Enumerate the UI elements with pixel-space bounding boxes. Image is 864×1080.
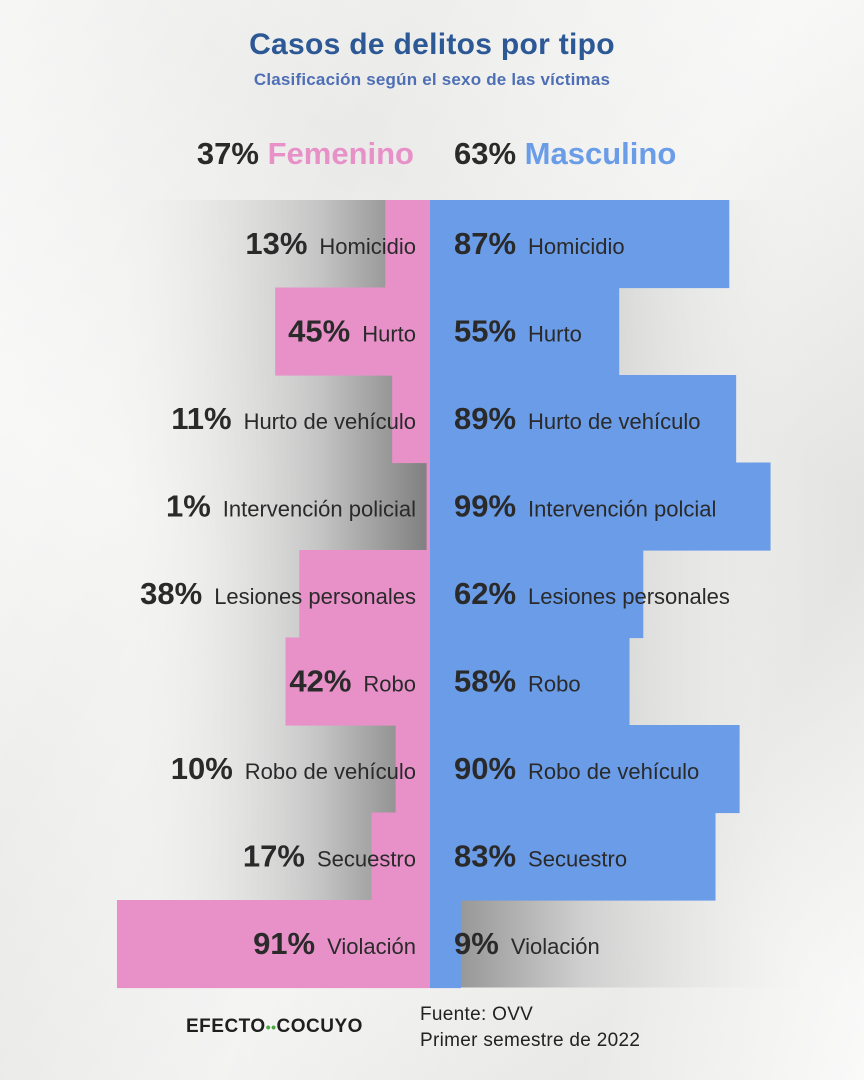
source-text: Fuente: OVV bbox=[420, 1004, 534, 1025]
label-female-lesiones-personales: 38% Lesiones personales bbox=[140, 576, 416, 611]
male-header: 63% Masculino bbox=[454, 136, 676, 172]
label-male-robo-de-vehiculo: 90% Robo de vehículo bbox=[454, 751, 699, 786]
category-male-intervencion-policial: Intervención polcial bbox=[528, 496, 716, 521]
category-female-robo-de-vehiculo: Robo de vehículo bbox=[245, 759, 416, 784]
label-male-violacion: 9% Violación bbox=[454, 926, 600, 961]
bar-male-intervencion-policial bbox=[430, 462, 771, 551]
value-male-violacion: 9% bbox=[454, 926, 499, 961]
bar-male-violacion bbox=[430, 900, 461, 989]
bar-female-lesiones-personales bbox=[299, 550, 430, 639]
bar-female-robo-de-vehiculo bbox=[395, 725, 430, 814]
value-male-homicidio: 87% bbox=[454, 226, 516, 261]
category-male-robo-de-vehiculo: Robo de vehículo bbox=[528, 759, 699, 784]
value-male-intervencion-policial: 99% bbox=[454, 488, 516, 523]
value-male-robo-de-vehiculo: 90% bbox=[454, 751, 516, 786]
logo-text-cocuyo: COCUYO bbox=[276, 1016, 363, 1037]
value-female-robo-de-vehiculo: 10% bbox=[171, 751, 233, 786]
value-female-hurto: 45% bbox=[288, 313, 350, 348]
bar-female-homicidio bbox=[385, 200, 430, 289]
period-text: Primer semestre de 2022 bbox=[420, 1030, 641, 1051]
bar-male-homicidio bbox=[430, 200, 730, 289]
category-male-violacion: Violación bbox=[511, 934, 600, 959]
category-female-secuestro: Secuestro bbox=[317, 846, 416, 871]
label-female-secuestro: 17% Secuestro bbox=[243, 838, 416, 873]
category-female-intervencion-policial: Intervención policial bbox=[223, 496, 416, 521]
logo-dots: •• bbox=[265, 1019, 277, 1035]
label-male-robo: 58% Robo bbox=[454, 663, 581, 698]
label-male-homicidio: 87% Homicidio bbox=[454, 226, 625, 261]
label-female-homicidio: 13% Homicidio bbox=[245, 226, 416, 261]
logo-text-efecto: EFECTO bbox=[186, 1016, 266, 1037]
category-female-violacion: Violación bbox=[327, 934, 416, 959]
bar-male-hurto-de-vehiculo bbox=[430, 375, 737, 464]
label-female-violacion: 91% Violación bbox=[253, 926, 416, 961]
male-total-percent: 63% bbox=[454, 136, 517, 171]
bar-male-secuestro bbox=[430, 812, 716, 901]
value-female-violacion: 91% bbox=[253, 926, 315, 961]
label-male-intervencion-policial: 99% Intervención polcial bbox=[454, 488, 716, 523]
source-note: Fuente: OVV Primer semestre de 2022 bbox=[420, 1002, 640, 1054]
label-male-secuestro: 83% Secuestro bbox=[454, 838, 627, 873]
bar-male-lesiones-personales bbox=[430, 550, 644, 639]
category-male-hurto-de-vehiculo: Hurto de vehículo bbox=[528, 409, 700, 434]
chart-subtitle: Clasificación según el sexo de las vícti… bbox=[253, 70, 611, 89]
male-legend-label: Masculino bbox=[524, 136, 677, 171]
label-female-robo: 42% Robo bbox=[289, 663, 416, 698]
category-female-hurto-de-vehiculo: Hurto de vehículo bbox=[244, 409, 416, 434]
bar-female-intervencion-policial bbox=[426, 462, 430, 551]
label-female-hurto: 45% Hurto bbox=[288, 313, 416, 348]
bar-female-robo bbox=[285, 637, 430, 726]
efecto-cocuyo-logo: EFECTO••COCUYO bbox=[186, 1016, 363, 1038]
value-female-robo: 42% bbox=[289, 663, 351, 698]
bar-female-hurto bbox=[275, 287, 430, 376]
bar-female-violacion bbox=[116, 900, 431, 989]
category-female-lesiones-personales: Lesiones personales bbox=[214, 584, 416, 609]
category-female-hurto: Hurto bbox=[362, 321, 416, 346]
label-female-robo-de-vehiculo: 10% Robo de vehículo bbox=[171, 751, 416, 786]
value-female-intervencion-policial: 1% bbox=[166, 488, 211, 523]
label-female-hurto-de-vehiculo: 11% Hurto de vehículo bbox=[171, 401, 416, 436]
category-female-robo: Robo bbox=[363, 671, 416, 696]
bar-female-hurto-de-vehiculo bbox=[392, 375, 430, 464]
category-male-secuestro: Secuestro bbox=[528, 846, 627, 871]
category-male-homicidio: Homicidio bbox=[528, 234, 625, 259]
value-male-lesiones-personales: 62% bbox=[454, 576, 516, 611]
bar-male-hurto bbox=[430, 287, 620, 376]
bar-male-robo-de-vehiculo bbox=[430, 725, 740, 814]
value-female-secuestro: 17% bbox=[243, 838, 305, 873]
label-male-hurto-de-vehiculo: 89% Hurto de vehículo bbox=[454, 401, 700, 436]
category-male-hurto: Hurto bbox=[528, 321, 582, 346]
category-female-homicidio: Homicidio bbox=[319, 234, 416, 259]
bar-female-secuestro bbox=[371, 812, 430, 901]
female-total-percent: 37% bbox=[196, 136, 259, 171]
female-legend-label: Femenino bbox=[267, 136, 414, 171]
value-female-lesiones-personales: 38% bbox=[140, 576, 202, 611]
bar-male-robo bbox=[430, 637, 630, 726]
label-male-lesiones-personales: 62% Lesiones personales bbox=[454, 576, 730, 611]
label-male-hurto: 55% Hurto bbox=[454, 313, 582, 348]
value-male-robo: 58% bbox=[454, 663, 516, 698]
value-female-hurto-de-vehiculo: 11% bbox=[171, 401, 231, 436]
label-female-intervencion-policial: 1% Intervención policial bbox=[166, 488, 416, 523]
value-female-homicidio: 13% bbox=[245, 226, 307, 261]
female-header: 37% Femenino bbox=[197, 136, 414, 172]
value-male-secuestro: 83% bbox=[454, 838, 516, 873]
category-male-lesiones-personales: Lesiones personales bbox=[528, 584, 730, 609]
chart-title: Casos de delitos por tipo bbox=[249, 28, 615, 61]
category-male-robo: Robo bbox=[528, 671, 581, 696]
value-male-hurto: 55% bbox=[454, 313, 516, 348]
value-male-hurto-de-vehiculo: 89% bbox=[454, 401, 516, 436]
